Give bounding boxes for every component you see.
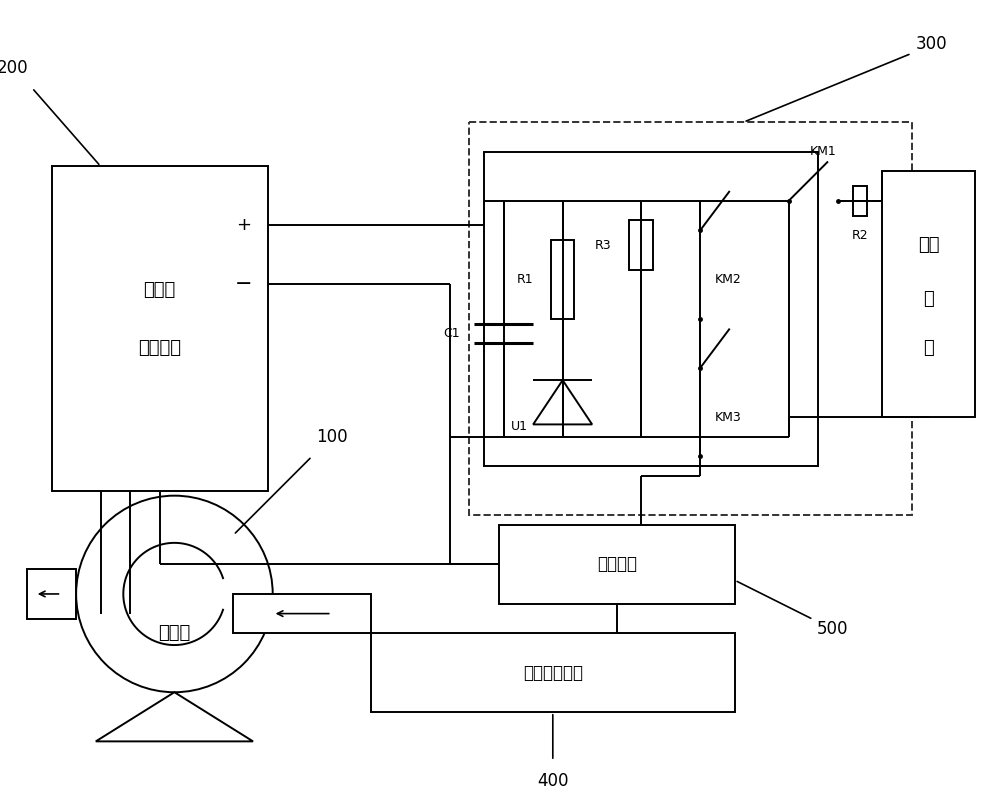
Bar xyxy=(52,166,268,491)
Text: U1: U1 xyxy=(511,421,528,433)
Polygon shape xyxy=(533,380,592,425)
Text: C1: C1 xyxy=(443,327,459,340)
Text: 空压机: 空压机 xyxy=(144,281,176,299)
Text: 控制单元: 控制单元 xyxy=(138,339,181,357)
Bar xyxy=(371,634,735,712)
Text: KM2: KM2 xyxy=(715,273,742,286)
Text: KM1: KM1 xyxy=(810,145,836,158)
Text: R1: R1 xyxy=(517,273,533,286)
Bar xyxy=(469,122,912,515)
Circle shape xyxy=(76,495,273,692)
Bar xyxy=(882,172,975,417)
Bar xyxy=(629,220,653,270)
Polygon shape xyxy=(96,692,253,742)
Text: R3: R3 xyxy=(595,238,612,251)
Text: 源: 源 xyxy=(923,339,934,357)
Text: 电: 电 xyxy=(923,290,934,308)
Text: KM3: KM3 xyxy=(715,410,742,424)
Text: 100: 100 xyxy=(316,428,347,446)
Bar xyxy=(551,240,574,319)
Text: +: + xyxy=(236,216,251,235)
Text: 流量测量电路: 流量测量电路 xyxy=(523,664,583,681)
Bar xyxy=(853,186,867,215)
Bar xyxy=(484,152,818,466)
Text: R2: R2 xyxy=(852,229,868,242)
Bar xyxy=(233,594,371,634)
Text: 200: 200 xyxy=(0,59,28,77)
Bar xyxy=(499,525,735,603)
Bar xyxy=(27,569,76,619)
Text: 外部: 外部 xyxy=(918,236,939,254)
Text: 空压机: 空压机 xyxy=(158,624,191,642)
Text: 总控单元: 总控单元 xyxy=(597,556,637,573)
Text: 500: 500 xyxy=(817,620,849,638)
Text: −: − xyxy=(234,274,252,294)
Text: 400: 400 xyxy=(537,772,569,789)
Text: 300: 300 xyxy=(915,34,947,52)
